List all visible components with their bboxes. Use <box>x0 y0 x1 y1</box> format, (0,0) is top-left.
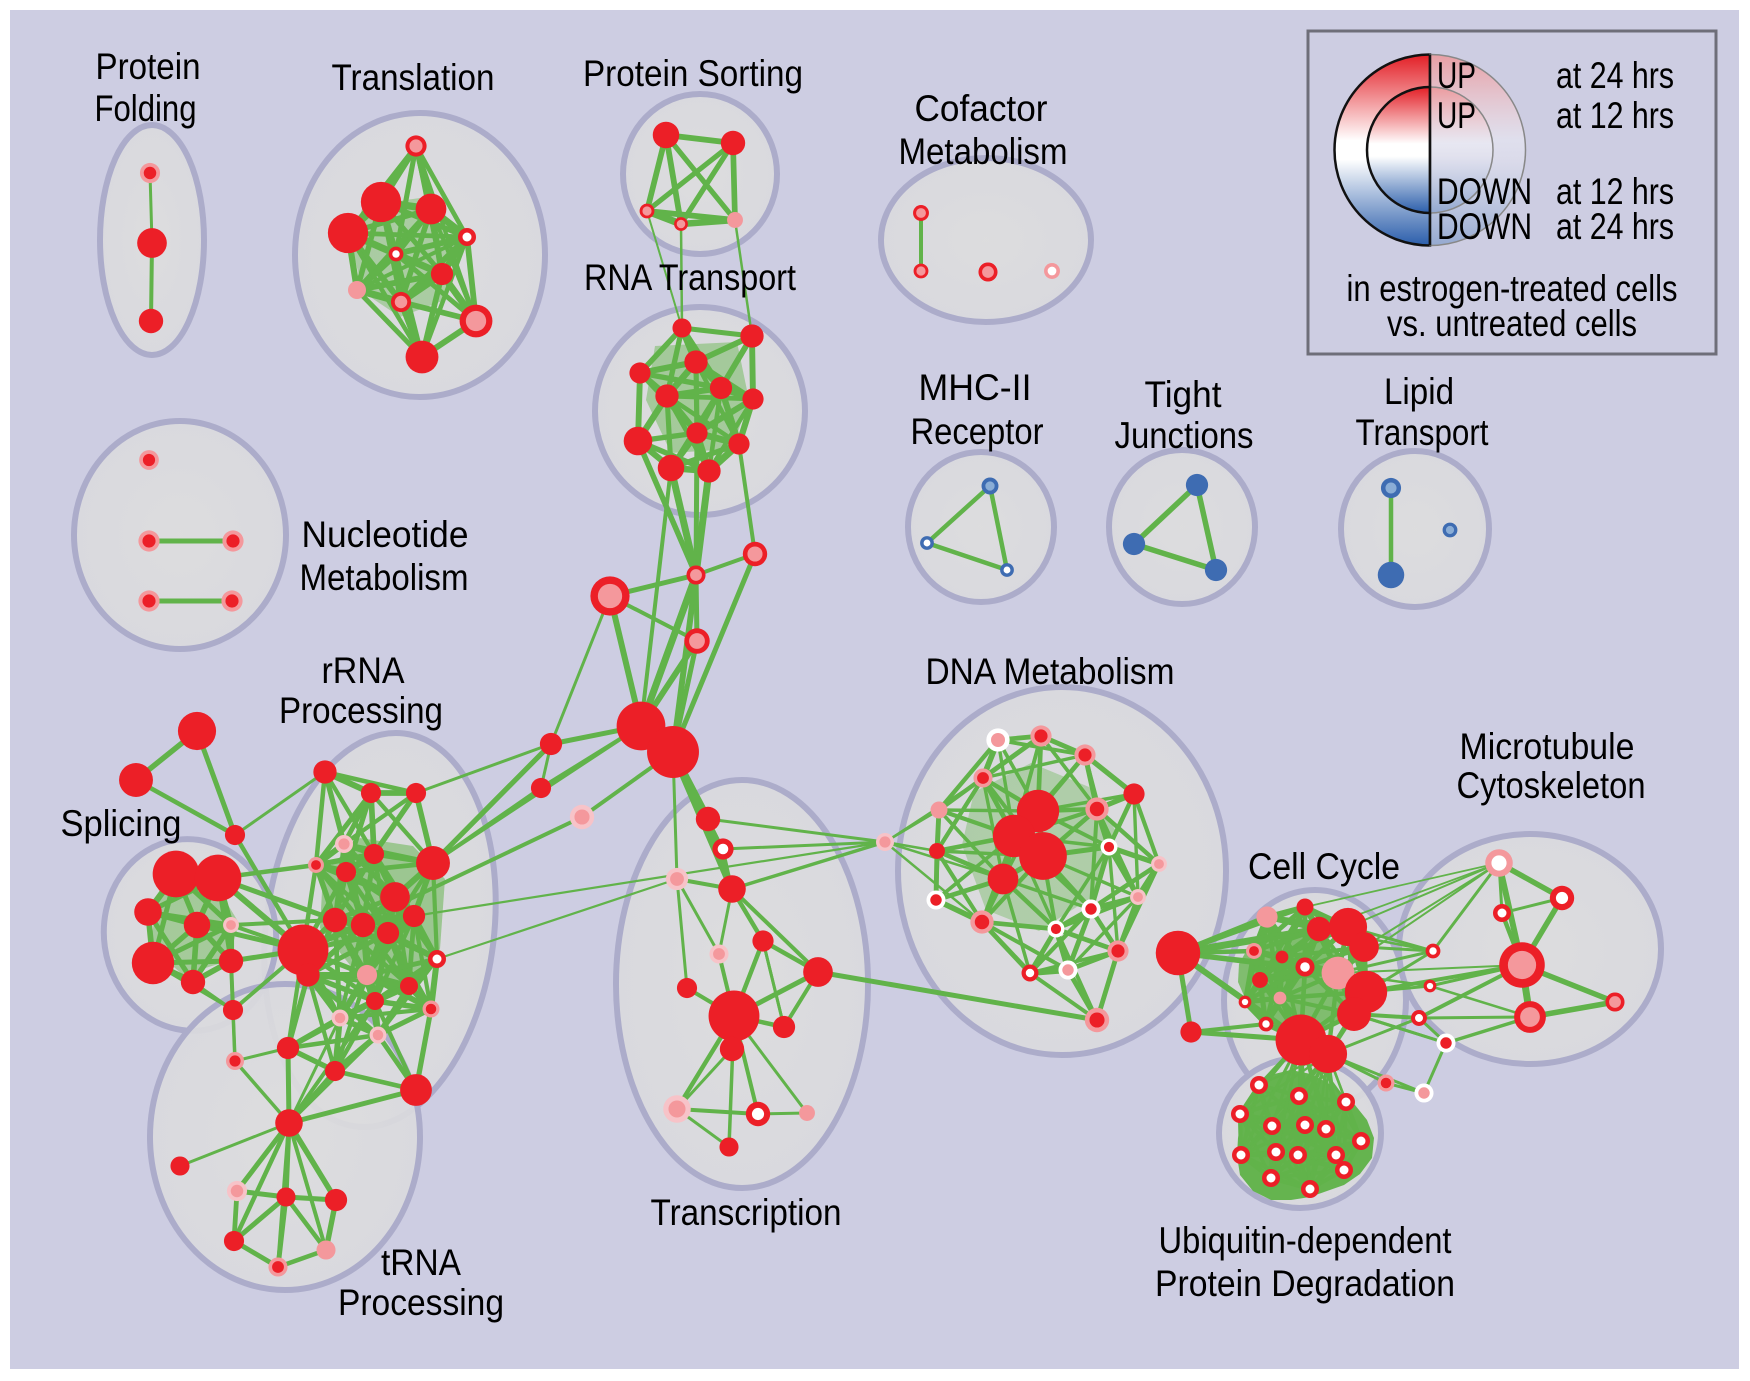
svg-text:Folding: Folding <box>95 88 197 129</box>
svg-text:Processing: Processing <box>338 1282 504 1323</box>
svg-text:MHC-II: MHC-II <box>919 367 1032 408</box>
svg-text:Tight: Tight <box>1145 374 1223 415</box>
svg-text:tRNA: tRNA <box>381 1242 461 1283</box>
svg-text:Cell Cycle: Cell Cycle <box>1248 846 1400 887</box>
svg-text:in estrogen-treated cells: in estrogen-treated cells <box>1347 268 1678 309</box>
svg-text:Transport: Transport <box>1356 412 1490 453</box>
svg-text:at 24 hrs: at 24 hrs <box>1556 55 1674 96</box>
svg-text:DOWN: DOWN <box>1437 206 1532 247</box>
svg-text:vs. untreated cells: vs. untreated cells <box>1387 303 1637 344</box>
svg-text:RNA Transport: RNA Transport <box>584 257 797 298</box>
svg-text:Junctions: Junctions <box>1115 415 1254 456</box>
svg-text:UP: UP <box>1437 95 1476 136</box>
svg-text:rRNA: rRNA <box>322 650 405 691</box>
svg-text:Lipid: Lipid <box>1384 371 1454 412</box>
svg-text:at 12 hrs: at 12 hrs <box>1556 171 1674 212</box>
svg-text:Protein: Protein <box>96 46 201 87</box>
svg-text:at 24 hrs: at 24 hrs <box>1556 206 1674 247</box>
svg-text:Cytoskeleton: Cytoskeleton <box>1457 765 1646 806</box>
svg-text:Metabolism: Metabolism <box>300 557 469 598</box>
svg-text:Splicing: Splicing <box>61 803 182 844</box>
svg-text:Metabolism: Metabolism <box>899 131 1068 172</box>
svg-text:Cofactor: Cofactor <box>915 88 1048 129</box>
svg-text:at 12 hrs: at 12 hrs <box>1556 95 1674 136</box>
svg-text:Ubiquitin-dependent: Ubiquitin-dependent <box>1159 1220 1453 1261</box>
svg-text:Receptor: Receptor <box>911 411 1044 452</box>
svg-text:Processing: Processing <box>279 690 443 731</box>
svg-text:Protein Sorting: Protein Sorting <box>583 53 803 94</box>
svg-text:Microtubule: Microtubule <box>1460 726 1635 767</box>
svg-text:Transcription: Transcription <box>651 1192 842 1233</box>
svg-text:DOWN: DOWN <box>1437 171 1532 212</box>
svg-text:Protein Degradation: Protein Degradation <box>1155 1263 1455 1304</box>
svg-text:DNA Metabolism: DNA Metabolism <box>926 651 1175 692</box>
svg-text:Translation: Translation <box>332 57 495 98</box>
svg-text:UP: UP <box>1437 55 1476 96</box>
svg-text:Nucleotide: Nucleotide <box>302 514 469 555</box>
